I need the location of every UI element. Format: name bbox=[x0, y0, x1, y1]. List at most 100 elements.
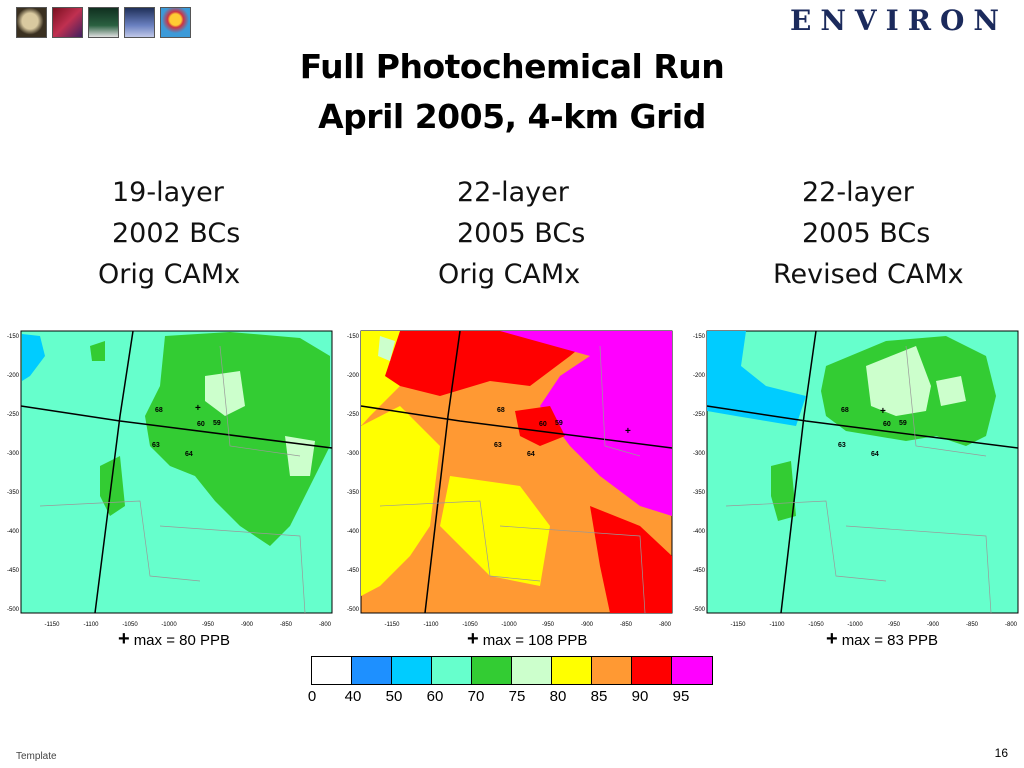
panel-1-heading: 19-layer 2002 BCs Orig CAMx bbox=[98, 172, 398, 295]
max-value-text: max = 80 PPB bbox=[133, 632, 230, 649]
footer-template-label: Template bbox=[16, 751, 57, 762]
x-tick-label: -1000 bbox=[501, 622, 517, 628]
site-label: 64 bbox=[871, 451, 879, 458]
x-axis-ticks: -1150 -1100 -1050 -1000 -950 -900 -850 -800 bbox=[385, 622, 672, 628]
site-labels: 68 60 59 63 64 bbox=[152, 407, 221, 458]
x-tick-label: -950 bbox=[888, 622, 901, 628]
y-tick-label: -450 bbox=[7, 568, 20, 574]
x-tick-label: -1050 bbox=[122, 622, 138, 628]
y-tick-label: -250 bbox=[693, 412, 706, 418]
legend-swatch bbox=[672, 657, 712, 684]
x-tick-label: -1150 bbox=[731, 622, 747, 628]
panel-3-heading-line: 2005 BCs bbox=[802, 218, 931, 249]
y-tick-label: -150 bbox=[7, 334, 20, 340]
legend-swatch bbox=[472, 657, 512, 684]
map-panel-1: 68 60 59 63 64 + -150 -200 -250 -300 -350 -40… bbox=[7, 330, 333, 628]
panel-3-max-label: + max = 83 PPB bbox=[826, 628, 938, 651]
y-tick-label: -350 bbox=[7, 490, 20, 496]
panel-3-heading: 22-layer 2005 BCs Revised CAMx bbox=[773, 172, 1024, 295]
y-axis-ticks: -150 -200 -250 -300 -350 -400 -450 -500 bbox=[693, 334, 706, 613]
max-location-marker: + bbox=[195, 403, 201, 414]
panel-1-heading-line: 2002 BCs bbox=[112, 218, 241, 249]
legend-label: 70 bbox=[467, 688, 485, 705]
max-value-text: max = 83 PPB bbox=[841, 632, 938, 649]
map-panel-3: 68 60 59 63 64 + -150 -200 -250 -300 -350 -40… bbox=[693, 330, 1019, 628]
legend-label: 80 bbox=[549, 688, 567, 705]
x-tick-label: -800 bbox=[319, 622, 332, 628]
legend-label: 95 bbox=[672, 688, 690, 705]
page-number: 16 bbox=[994, 746, 1008, 760]
x-tick-label: -1050 bbox=[462, 622, 478, 628]
x-tick-label: -950 bbox=[202, 622, 215, 628]
panel-2-heading-line: Orig CAMx bbox=[438, 259, 581, 290]
site-label: 60 bbox=[539, 421, 547, 428]
x-tick-label: -850 bbox=[620, 622, 633, 628]
header-thumbnails bbox=[16, 7, 191, 38]
legend-swatch bbox=[432, 657, 472, 684]
thumb-molecule-icon bbox=[52, 7, 83, 38]
site-label: 68 bbox=[155, 407, 163, 414]
environ-logo: ENVIRON bbox=[789, 4, 1008, 37]
legend-label: 85 bbox=[590, 688, 608, 705]
x-tick-label: -900 bbox=[241, 622, 254, 628]
slide-title-line1: Full Photochemical Run bbox=[299, 47, 725, 86]
panel-1-max-label: + max = 80 PPB bbox=[118, 628, 230, 651]
y-tick-label: -500 bbox=[347, 607, 360, 613]
panel-1-heading-line: Orig CAMx bbox=[98, 259, 241, 290]
site-label: 59 bbox=[213, 420, 221, 427]
site-labels: 68 60 59 63 64 bbox=[838, 407, 907, 458]
panel-3-heading-line: Revised CAMx bbox=[773, 259, 964, 290]
x-tick-label: -800 bbox=[1005, 622, 1018, 628]
legend-swatch bbox=[632, 657, 672, 684]
site-label: 68 bbox=[841, 407, 849, 414]
legend-label: 0 bbox=[307, 688, 317, 705]
color-scale-legend bbox=[311, 656, 713, 685]
site-label: 63 bbox=[152, 442, 160, 449]
x-axis-ticks: -1150 -1100 -1050 -1000 -950 -900 -850 -800 bbox=[731, 622, 1018, 628]
panel-2-heading-line: 2005 BCs bbox=[457, 218, 586, 249]
legend-label: 75 bbox=[508, 688, 526, 705]
y-tick-label: -400 bbox=[347, 529, 360, 535]
site-label: 60 bbox=[197, 421, 205, 428]
x-tick-label: -850 bbox=[280, 622, 293, 628]
y-tick-label: -300 bbox=[7, 451, 20, 457]
site-label: 59 bbox=[899, 420, 907, 427]
x-tick-label: -1100 bbox=[424, 622, 440, 628]
legend-swatch bbox=[552, 657, 592, 684]
x-tick-label: -800 bbox=[659, 622, 672, 628]
y-tick-label: -150 bbox=[347, 334, 360, 340]
plus-icon: + bbox=[467, 628, 479, 650]
y-axis-ticks: -150 -200 -250 -300 -350 -400 -450 -500 bbox=[7, 334, 20, 613]
y-tick-label: -250 bbox=[7, 412, 20, 418]
x-tick-label: -1000 bbox=[161, 622, 177, 628]
y-tick-label: -150 bbox=[693, 334, 706, 340]
y-tick-label: -350 bbox=[693, 490, 706, 496]
y-tick-label: -300 bbox=[347, 451, 360, 457]
x-tick-label: -850 bbox=[966, 622, 979, 628]
y-tick-label: -200 bbox=[7, 373, 20, 379]
y-tick-label: -500 bbox=[7, 607, 20, 613]
site-labels: 68 60 59 63 64 bbox=[494, 407, 563, 458]
thumb-balloon-icon bbox=[160, 7, 191, 38]
site-label: 63 bbox=[494, 442, 502, 449]
y-tick-label: -200 bbox=[347, 373, 360, 379]
panel-2-heading: 22-layer 2005 BCs Orig CAMx bbox=[438, 172, 738, 295]
site-label: 64 bbox=[527, 451, 535, 458]
slide-title-line2: April 2005, 4-km Grid bbox=[318, 97, 706, 136]
legend-swatch bbox=[592, 657, 632, 684]
y-tick-label: -350 bbox=[347, 490, 360, 496]
thumb-figure-icon bbox=[88, 7, 119, 38]
x-tick-label: -900 bbox=[927, 622, 940, 628]
legend-label: 60 bbox=[426, 688, 444, 705]
x-tick-label: -950 bbox=[542, 622, 555, 628]
x-tick-label: -1100 bbox=[770, 622, 786, 628]
max-value-text: max = 108 PPB bbox=[482, 632, 588, 649]
site-label: 64 bbox=[185, 451, 193, 458]
legend-label: 50 bbox=[385, 688, 403, 705]
x-tick-label: -1150 bbox=[45, 622, 61, 628]
x-tick-label: -1100 bbox=[84, 622, 100, 628]
panel-2-heading-line: 22-layer bbox=[457, 177, 569, 208]
x-axis-ticks: -1150 -1100 -1050 -1000 -950 -900 -850 -800 bbox=[45, 622, 332, 628]
legend-swatch bbox=[352, 657, 392, 684]
thumb-globe-icon bbox=[16, 7, 47, 38]
